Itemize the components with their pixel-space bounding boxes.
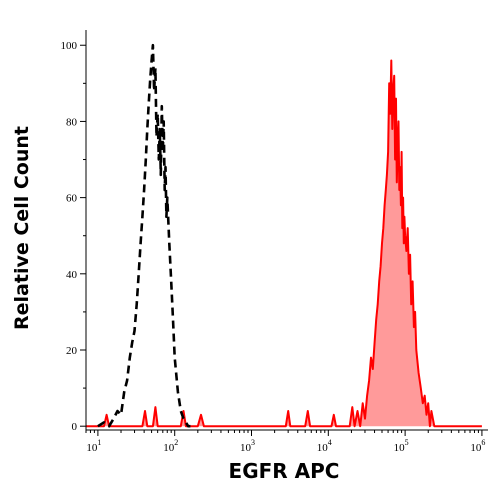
x-axis-title: EGFR APC [229, 459, 340, 483]
y-axis-title: Relative Cell Count [11, 126, 33, 330]
series-1-area [86, 60, 482, 427]
y-tick-label: 60 [66, 193, 78, 205]
x-tick-label: 104 [317, 438, 332, 454]
y-tick-label: 0 [72, 421, 78, 433]
plot-series [86, 43, 482, 428]
x-tick-label: 105 [394, 438, 409, 454]
x-ticks: 101 102 103 104 105 106 [85, 430, 485, 454]
y-ticks: 0 20 40 60 80 100 [61, 40, 86, 433]
x-tick-label: 101 [86, 438, 101, 454]
y-tick-label: 40 [66, 269, 78, 281]
series-0-line [97, 43, 191, 428]
axes [85, 30, 488, 431]
y-tick-label: 80 [66, 116, 78, 128]
y-tick-label: 100 [61, 40, 78, 52]
x-tick-label: 103 [240, 438, 255, 454]
series-1-line [86, 59, 482, 428]
y-tick-label: 20 [66, 345, 78, 357]
x-tick-label: 102 [163, 438, 178, 454]
x-tick-label: 106 [470, 438, 485, 454]
